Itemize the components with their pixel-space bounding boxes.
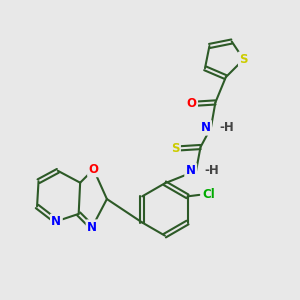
Text: N: N — [51, 215, 62, 228]
Text: -H: -H — [219, 121, 234, 134]
Text: Cl: Cl — [202, 188, 215, 201]
Text: O: O — [187, 98, 196, 110]
Text: -H: -H — [204, 164, 219, 177]
Text: S: S — [171, 142, 179, 155]
Text: S: S — [239, 53, 248, 66]
Text: N: N — [201, 121, 211, 134]
Text: O: O — [88, 163, 98, 176]
Text: N: N — [186, 164, 196, 177]
Text: N: N — [87, 221, 97, 234]
